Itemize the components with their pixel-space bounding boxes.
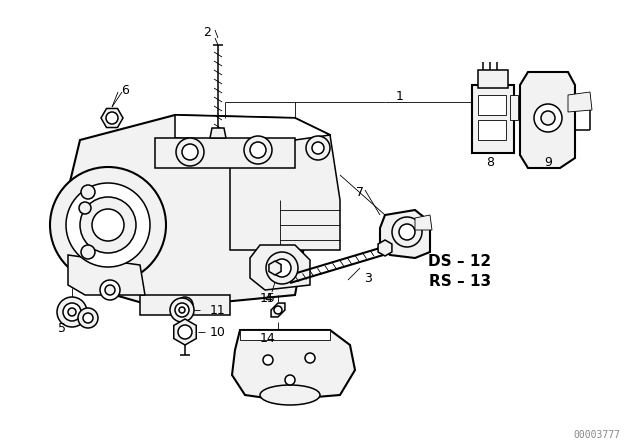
Circle shape [81, 245, 95, 259]
Circle shape [179, 307, 185, 313]
Text: 5: 5 [58, 322, 66, 335]
Circle shape [541, 111, 555, 125]
Circle shape [66, 183, 150, 267]
Text: 00003777: 00003777 [573, 430, 620, 440]
Polygon shape [232, 330, 355, 400]
Bar [478, 95, 506, 115]
Circle shape [312, 142, 324, 154]
Circle shape [273, 259, 291, 277]
Circle shape [306, 136, 330, 160]
Circle shape [78, 308, 98, 328]
Text: 8: 8 [486, 155, 494, 168]
Ellipse shape [260, 385, 320, 405]
Circle shape [266, 252, 298, 284]
Polygon shape [101, 108, 123, 128]
Polygon shape [380, 210, 430, 258]
Circle shape [100, 280, 120, 300]
Circle shape [81, 185, 95, 199]
Text: 4: 4 [264, 292, 272, 305]
Circle shape [263, 355, 273, 365]
Text: 9: 9 [544, 155, 552, 168]
Circle shape [63, 303, 81, 321]
Polygon shape [415, 215, 432, 230]
Circle shape [177, 297, 193, 313]
Circle shape [182, 144, 198, 160]
Circle shape [305, 353, 315, 363]
Text: 3: 3 [364, 271, 372, 284]
Circle shape [399, 224, 415, 240]
Text: 6: 6 [121, 83, 129, 96]
Circle shape [176, 138, 204, 166]
Polygon shape [250, 245, 310, 290]
Text: 11: 11 [210, 303, 226, 316]
Text: 14: 14 [260, 332, 276, 345]
Circle shape [50, 167, 166, 283]
Circle shape [83, 313, 93, 323]
Circle shape [92, 209, 124, 241]
Text: 15: 15 [260, 292, 276, 305]
Circle shape [175, 303, 189, 317]
Polygon shape [210, 128, 226, 138]
Circle shape [57, 297, 87, 327]
Polygon shape [269, 261, 281, 275]
Polygon shape [155, 138, 295, 168]
Polygon shape [378, 240, 392, 256]
Text: 10: 10 [210, 326, 226, 339]
Circle shape [244, 136, 272, 164]
Circle shape [105, 285, 115, 295]
Polygon shape [173, 319, 196, 345]
Polygon shape [230, 118, 340, 250]
Circle shape [285, 375, 295, 385]
Text: RS – 13: RS – 13 [429, 275, 491, 289]
Polygon shape [520, 72, 575, 168]
Polygon shape [140, 295, 230, 315]
Circle shape [79, 202, 91, 214]
Bar [510, 95, 518, 120]
Text: 7: 7 [356, 185, 364, 198]
Text: 1: 1 [396, 90, 404, 103]
Polygon shape [68, 255, 145, 295]
Circle shape [80, 197, 136, 253]
Polygon shape [68, 115, 330, 308]
Circle shape [170, 298, 194, 322]
Circle shape [274, 306, 282, 314]
Polygon shape [175, 115, 330, 140]
Circle shape [68, 308, 76, 316]
Text: DS – 12: DS – 12 [428, 254, 492, 270]
Circle shape [534, 104, 562, 132]
Bar [472, 85, 514, 153]
Bar [478, 70, 508, 88]
Polygon shape [271, 303, 285, 317]
Bar [478, 120, 506, 140]
Polygon shape [240, 330, 330, 340]
Polygon shape [568, 92, 592, 112]
Text: 2: 2 [203, 26, 211, 39]
Circle shape [106, 112, 118, 124]
Circle shape [392, 217, 422, 247]
Circle shape [178, 325, 192, 339]
Circle shape [250, 142, 266, 158]
